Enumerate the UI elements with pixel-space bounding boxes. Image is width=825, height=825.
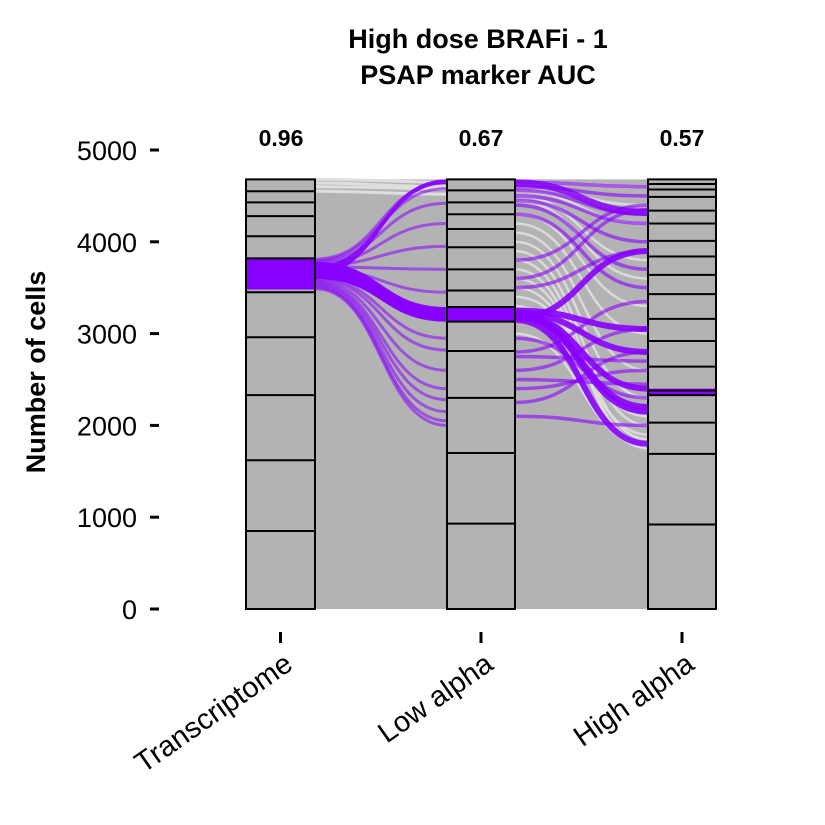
flow-line-light — [514, 231, 649, 372]
flow-line-highlight — [314, 284, 448, 414]
flow-line-highlight — [314, 279, 448, 372]
chart-subtitle: PSAP marker AUC — [360, 60, 596, 90]
flow-line-highlight — [514, 354, 649, 363]
stratum-column — [446, 178, 516, 610]
flow-line-highlight — [314, 276, 448, 340]
flow-line-highlight — [514, 377, 649, 386]
flow-line-highlight — [514, 247, 649, 321]
flow-line-light — [314, 189, 448, 196]
flow-band-highlight — [315, 261, 447, 322]
flow-line-highlight — [514, 414, 649, 428]
flow-layer — [314, 177, 649, 609]
stratum-highlight — [247, 258, 314, 290]
y-tick-label: 0 — [122, 595, 137, 625]
stratum-transcriptome — [245, 178, 316, 610]
y-tick-label: 3000 — [77, 320, 137, 350]
stratum-low-alpha — [446, 178, 516, 610]
x-tick-label-high-alpha: High alpha — [568, 647, 701, 753]
y-axis-label: Number of cells — [21, 271, 51, 474]
stratum-highlight — [448, 306, 514, 322]
flow-line-highlight — [314, 201, 448, 264]
flow-line-highlight — [514, 203, 649, 272]
flow-line-highlight — [514, 368, 649, 391]
flow-line-highlight — [314, 277, 448, 352]
stratum-layer — [245, 178, 717, 610]
y-axis: 0 1000 2000 3000 4000 5000 — [77, 136, 159, 625]
x-tick-label-transcriptome: Transcriptome — [129, 648, 298, 780]
x-tick-label-low-alpha: Low alpha — [372, 647, 499, 750]
flow-line-highlight — [514, 336, 649, 400]
flow-line-highlight — [514, 212, 649, 290]
auc-label-transcriptome: 0.96 — [259, 125, 304, 151]
flow-line-highlight — [314, 281, 448, 391]
flow-line-light — [314, 185, 448, 191]
y-tick-label: 2000 — [77, 411, 137, 441]
flow-line-highlight — [314, 282, 448, 402]
flow-line-highlight — [314, 287, 448, 427]
stratum-high-alpha — [647, 178, 717, 610]
flow-line-highlight — [514, 299, 649, 354]
flow-band-highlight — [515, 179, 648, 217]
chart-title: High dose BRAFi - 1 — [348, 24, 608, 54]
flow-line-highlight — [514, 327, 649, 373]
flow-line-highlight — [314, 221, 448, 266]
flow-line-highlight — [514, 350, 649, 405]
stratum-highlight — [649, 388, 715, 397]
y-tick-label: 1000 — [77, 503, 137, 533]
auc-label-high-alpha: 0.57 — [660, 125, 705, 151]
y-tick-label: 4000 — [77, 228, 137, 258]
flow-line-highlight — [514, 194, 649, 226]
auc-label-low-alpha: 0.67 — [459, 125, 504, 151]
x-axis: Transcriptome Low alpha High alpha — [129, 632, 701, 779]
flow-band-highlight — [315, 179, 447, 275]
flow-line-light — [314, 177, 448, 184]
flow-line-highlight — [514, 198, 649, 244]
y-tick-label: 5000 — [77, 136, 137, 166]
flow-line-highlight — [514, 313, 649, 415]
flow-line-highlight — [514, 203, 649, 262]
